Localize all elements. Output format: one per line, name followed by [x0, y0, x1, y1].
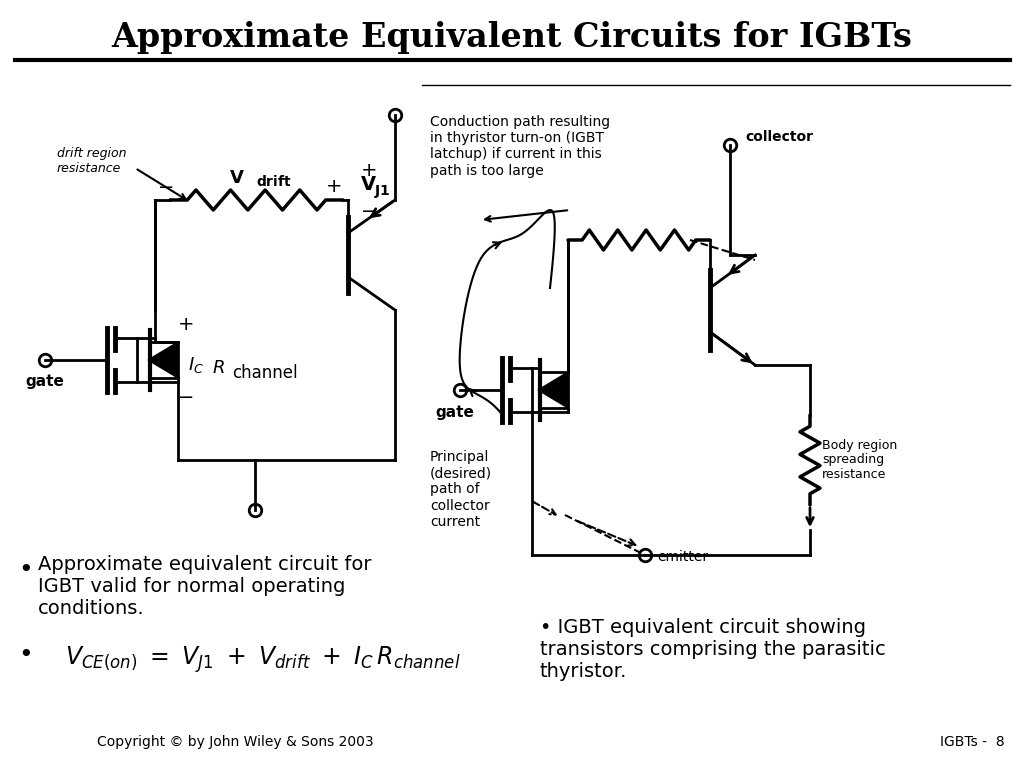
Text: •: •	[18, 643, 33, 667]
Text: gate: gate	[26, 374, 65, 389]
Polygon shape	[538, 372, 568, 408]
Text: •: •	[18, 558, 33, 582]
Text: drift region
resistance: drift region resistance	[57, 147, 127, 175]
Text: $-$: $-$	[359, 200, 376, 220]
Text: Body region
spreading
resistance: Body region spreading resistance	[822, 439, 897, 482]
Text: $-$: $-$	[157, 177, 173, 196]
Text: IGBTs -  8: IGBTs - 8	[940, 735, 1005, 749]
Text: gate: gate	[435, 405, 474, 420]
Text: Conduction path resulting
in thyristor turn-on (IGBT
latchup) if current in this: Conduction path resulting in thyristor t…	[430, 115, 610, 177]
Text: Principal
(desired)
path of
collector
current: Principal (desired) path of collector cu…	[430, 450, 493, 529]
Text: $+$: $+$	[325, 177, 341, 196]
Text: Copyright © by John Wiley & Sons 2003: Copyright © by John Wiley & Sons 2003	[96, 735, 374, 749]
Text: $+$: $+$	[177, 316, 194, 335]
Text: $\mathbf{V}$: $\mathbf{V}$	[228, 169, 245, 187]
Text: $V_{CE(on)}\ =\ V_{J1}\ +\ V_{drift}\ +\ I_C\,R_{channel}$: $V_{CE(on)}\ =\ V_{J1}\ +\ V_{drift}\ +\…	[65, 644, 461, 675]
Text: Approximate Equivalent Circuits for IGBTs: Approximate Equivalent Circuits for IGBT…	[112, 22, 912, 55]
Text: $\mathbf{drift}$: $\mathbf{drift}$	[256, 174, 292, 190]
Text: $\mathbf{V}$: $\mathbf{V}$	[360, 176, 377, 194]
Text: $I_C$: $I_C$	[188, 355, 204, 375]
Text: $\mathbf{J1}$: $\mathbf{J1}$	[374, 184, 391, 200]
Text: $R$: $R$	[212, 359, 225, 377]
Text: $+$: $+$	[359, 161, 376, 180]
Text: • IGBT equivalent circuit showing
transistors comprising the parasitic
thyristor: • IGBT equivalent circuit showing transi…	[540, 618, 886, 681]
Text: Approximate equivalent circuit for
IGBT valid for normal operating
conditions.: Approximate equivalent circuit for IGBT …	[38, 555, 372, 618]
Text: channel: channel	[232, 364, 298, 382]
Text: emitter: emitter	[657, 550, 709, 564]
Text: $-$: $-$	[177, 386, 194, 405]
Text: collector: collector	[745, 130, 813, 144]
Polygon shape	[148, 342, 178, 378]
